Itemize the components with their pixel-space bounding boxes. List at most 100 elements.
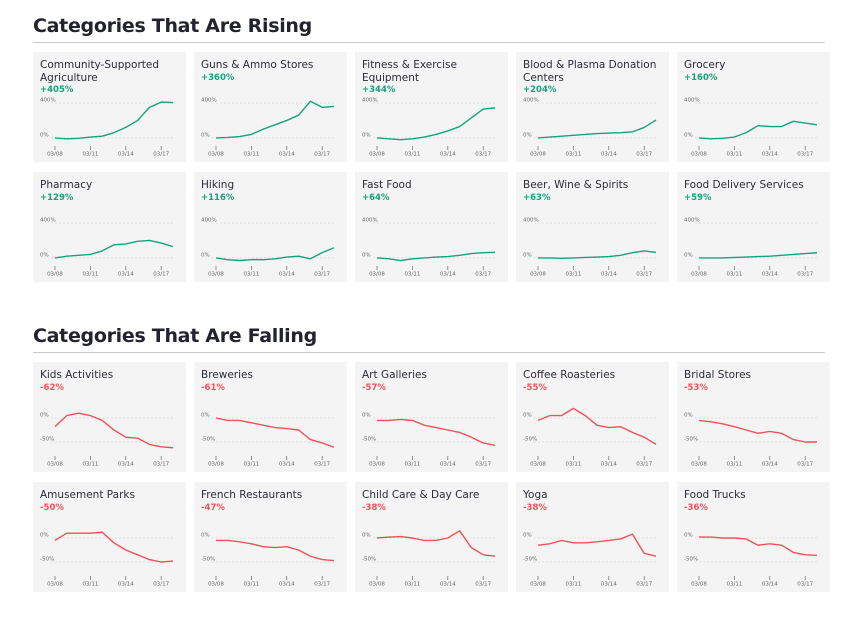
y-tick-label: 0% [362, 252, 371, 258]
chart-card: 0% 400% 03/08 03/11 03/14 03/17 Pharmacy +129% [33, 172, 186, 282]
y-tick-label: 0% [201, 252, 210, 258]
chart-title: Fitness & Exercise Equipment [362, 59, 457, 84]
chart-title: Child Care & Day Care [362, 489, 480, 501]
chart-card: 0% 400% 03/08 03/11 03/14 03/17 Beer, Wine & S… [516, 172, 669, 282]
x-tick-label: 03/08 [47, 462, 63, 468]
chart-card: 0% -50% 03/08 03/11 03/14 03/17 French Restaur… [194, 482, 347, 592]
section-rule [33, 42, 825, 43]
chart-title: Bridal Stores [684, 369, 752, 381]
x-tick-label: 03/14 [118, 462, 134, 468]
trend-line [376, 107, 496, 141]
x-tick-label: 03/17 [636, 462, 652, 468]
y-tick-label: 400% [40, 217, 56, 223]
x-tick-label: 03/14 [118, 272, 134, 278]
y-tick-label: 0% [523, 533, 532, 539]
x-tick-label: 03/17 [636, 272, 652, 278]
change-label: +344% [362, 85, 396, 95]
x-tick-label: 03/17 [636, 152, 652, 158]
change-label: +204% [523, 85, 557, 95]
x-tick-label: 03/17 [314, 582, 330, 588]
x-tick-label: 03/11 [404, 152, 420, 158]
section-title: Categories That Are Falling [33, 325, 317, 347]
x-tick-label: 03/14 [601, 152, 617, 158]
x-tick-label: 03/08 [369, 582, 385, 588]
x-tick-label: 03/17 [797, 152, 813, 158]
y-tick-label: 0% [201, 132, 210, 138]
trend-line [54, 101, 174, 140]
x-tick-label: 03/14 [762, 152, 778, 158]
x-tick-label: 03/08 [208, 272, 224, 278]
chart: 0% -50% 03/08 03/11 03/14 03/17 [40, 531, 175, 588]
change-label: +59% [684, 192, 712, 203]
x-tick-label: 03/11 [726, 462, 742, 468]
chart-card: 0% -50% 03/08 03/11 03/14 03/17 Child Care & D… [355, 482, 508, 592]
change-label: +360% [201, 72, 235, 83]
x-tick-label: 03/08 [208, 462, 224, 468]
x-tick-label: 03/11 [243, 462, 259, 468]
chart-card: 0% -50% 03/08 03/11 03/14 03/17 Bridal Stores -… [677, 362, 830, 472]
chart: 0% 400% 03/08 03/11 03/14 03/17 [684, 97, 819, 158]
section-title: Categories That Are Rising [33, 15, 312, 37]
trend-line [699, 252, 818, 259]
x-tick-label: 03/11 [404, 462, 420, 468]
y-tick-label: 400% [523, 217, 539, 223]
chart-card: 0% 400% 03/08 03/11 03/14 03/17 Grocery +160% [677, 52, 830, 162]
trend-line [376, 251, 496, 262]
chart: 0% 400% 03/08 03/11 03/14 03/17 [523, 217, 658, 278]
y-tick-label: -50% [523, 557, 537, 563]
y-tick-label: -50% [40, 557, 54, 563]
y-tick-label: 0% [684, 413, 693, 419]
y-tick-label: 0% [201, 413, 210, 419]
x-tick-label: 03/11 [565, 152, 581, 158]
x-tick-label: 03/17 [636, 582, 652, 588]
y-tick-label: 0% [523, 132, 532, 138]
x-tick-label: 03/11 [243, 582, 259, 588]
change-label: -57% [362, 382, 386, 393]
chart: 0% -50% 03/08 03/11 03/14 03/17 [201, 413, 336, 468]
x-tick-label: 03/08 [530, 272, 546, 278]
chart-title: Yoga [523, 489, 548, 501]
x-tick-label: 03/14 [118, 152, 134, 158]
x-tick-label: 03/14 [279, 272, 295, 278]
change-label: -50% [40, 502, 64, 513]
trend-line [54, 412, 174, 449]
chart-title: Hiking [201, 179, 235, 191]
chart-title: Guns & Ammo Stores [201, 59, 314, 71]
chart-card: 0% -50% 03/08 03/11 03/14 03/17 Amusement Park… [33, 482, 186, 592]
x-tick-label: 03/14 [440, 462, 456, 468]
y-tick-label: -50% [684, 437, 698, 443]
chart: 0% 400% 03/08 03/11 03/14 03/17 [362, 97, 497, 158]
chart-card: 0% 400% 03/08 03/11 03/14 03/17 Guns & Ammo St… [194, 52, 347, 162]
x-tick-label: 03/17 [153, 152, 169, 158]
chart-title: Fast Food [362, 179, 412, 191]
x-tick-label: 03/14 [762, 272, 778, 278]
x-tick-label: 03/17 [797, 462, 813, 468]
chart-card: 0% 400% 03/08 03/11 03/14 03/17 Community-Supp… [33, 52, 186, 162]
x-tick-label: 03/11 [565, 462, 581, 468]
trend-line [377, 418, 496, 447]
trend-line [215, 247, 335, 262]
x-tick-label: 03/17 [153, 272, 169, 278]
y-tick-label: -50% [362, 437, 376, 443]
trend-line [54, 239, 174, 259]
x-tick-label: 03/14 [762, 582, 778, 588]
y-tick-label: 400% [201, 97, 217, 103]
chart-title: Coffee Roasteries [523, 369, 616, 381]
y-tick-label: -50% [40, 437, 54, 443]
chart: 0% -50% 03/08 03/11 03/14 03/17 [362, 413, 497, 468]
y-tick-label: 0% [362, 413, 371, 419]
trend-line [537, 533, 657, 557]
chart-title: Pharmacy [40, 179, 93, 191]
x-tick-label: 03/11 [565, 272, 581, 278]
chart-title: Food Delivery Services [684, 179, 804, 191]
change-label: -55% [523, 382, 547, 393]
change-label: -61% [201, 382, 225, 393]
trend-line [537, 119, 657, 139]
x-tick-label: 03/08 [530, 462, 546, 468]
x-tick-label: 03/17 [314, 462, 330, 468]
trend-line [376, 530, 496, 557]
x-tick-label: 03/08 [530, 582, 546, 588]
y-tick-label: 0% [40, 252, 49, 258]
trend-line [215, 100, 335, 139]
chart-title: Beer, Wine & Spirits [523, 179, 629, 191]
